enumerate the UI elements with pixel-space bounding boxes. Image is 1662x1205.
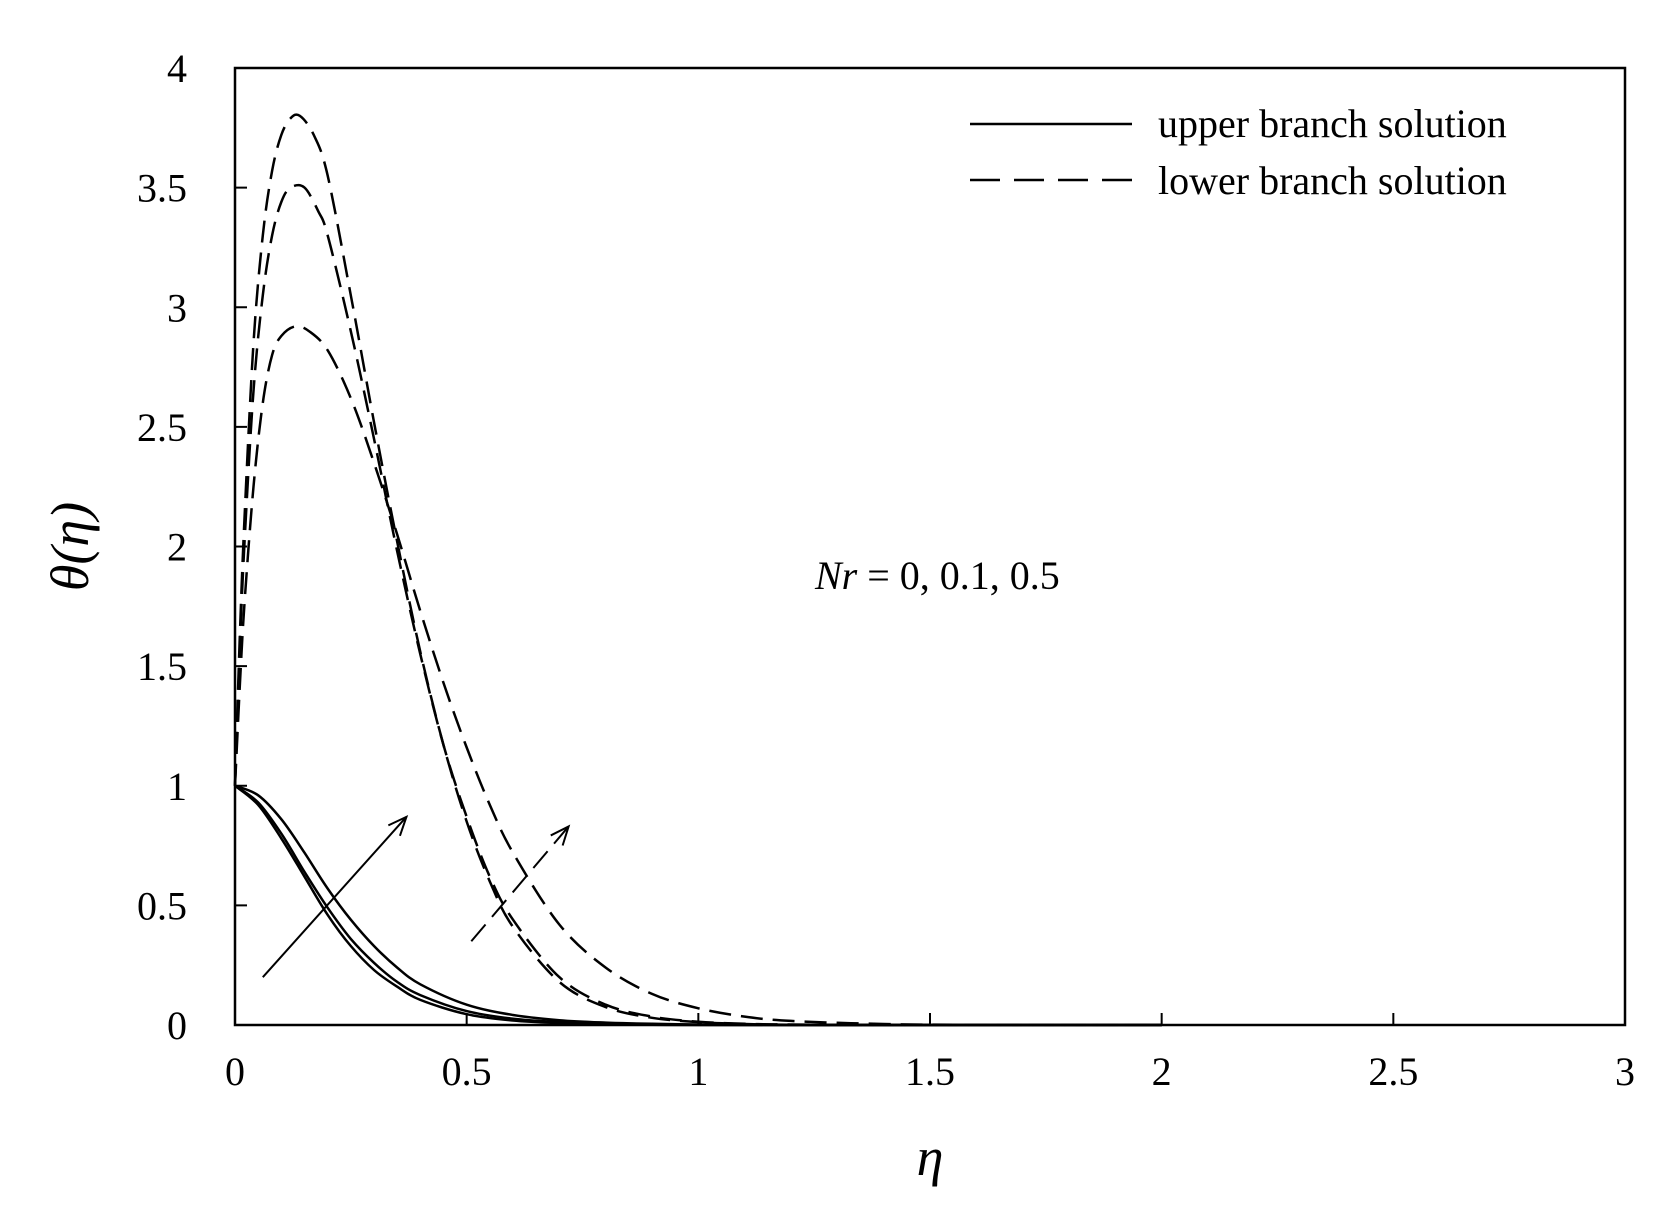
series-line-lower-3 <box>233 324 1162 1027</box>
parameter-annotation: Nr = 0, 0.1, 0.5 <box>814 553 1060 598</box>
series-line-lower-4 <box>233 183 1162 1027</box>
x-tick-label: 0 <box>225 1049 245 1094</box>
x-tick-label: 2.5 <box>1368 1049 1418 1094</box>
y-tick-label: 0 <box>167 1003 187 1048</box>
x-axis-title: η <box>917 1127 944 1187</box>
plot-frame <box>233 66 1627 1027</box>
trend-arrow-head-solid <box>387 814 409 837</box>
series-line-upper-0 <box>234 784 1162 1027</box>
y-axis-title: θ(η) <box>40 502 100 591</box>
y-tick-label: 2.5 <box>137 405 187 450</box>
y-tick-label: 3.5 <box>137 166 187 211</box>
y-tick-label: 1 <box>167 764 187 809</box>
arrow-layer <box>262 814 571 978</box>
series-line-upper-2 <box>234 784 1162 1027</box>
x-tick-label: 3 <box>1615 1049 1635 1094</box>
legend: upper branch solution lower branch solut… <box>970 101 1507 203</box>
y-tick-label: 4 <box>167 46 187 91</box>
y-tick-label: 2 <box>167 525 187 570</box>
x-tick-label: 1.5 <box>905 1049 955 1094</box>
trend-arrow-shaft-solid <box>262 816 408 978</box>
tick-layer: 0 0.5 1 1.5 2 2.5 3 0 0.5 1 1.5 2 2.5 3 3.5 4 <box>137 46 1635 1094</box>
legend-label-lower: lower branch solution <box>1158 158 1507 203</box>
x-tick-label: 0.5 <box>442 1049 492 1094</box>
annotation-values: = 0, 0.1, 0.5 <box>857 553 1060 598</box>
y-tick-label: 1.5 <box>137 644 187 689</box>
series-line-upper-1 <box>234 784 1162 1027</box>
trend-arrow-head-dashed <box>550 824 571 846</box>
legend-label-upper: upper branch solution <box>1158 101 1507 146</box>
trend-arrow-shaft-dashed <box>470 825 570 942</box>
y-tick-label: 3 <box>167 285 187 330</box>
x-tick-label: 1 <box>688 1049 708 1094</box>
y-tick-label: 0.5 <box>137 883 187 928</box>
annotation-variable: Nr <box>814 553 858 598</box>
x-tick-label: 2 <box>1152 1049 1172 1094</box>
